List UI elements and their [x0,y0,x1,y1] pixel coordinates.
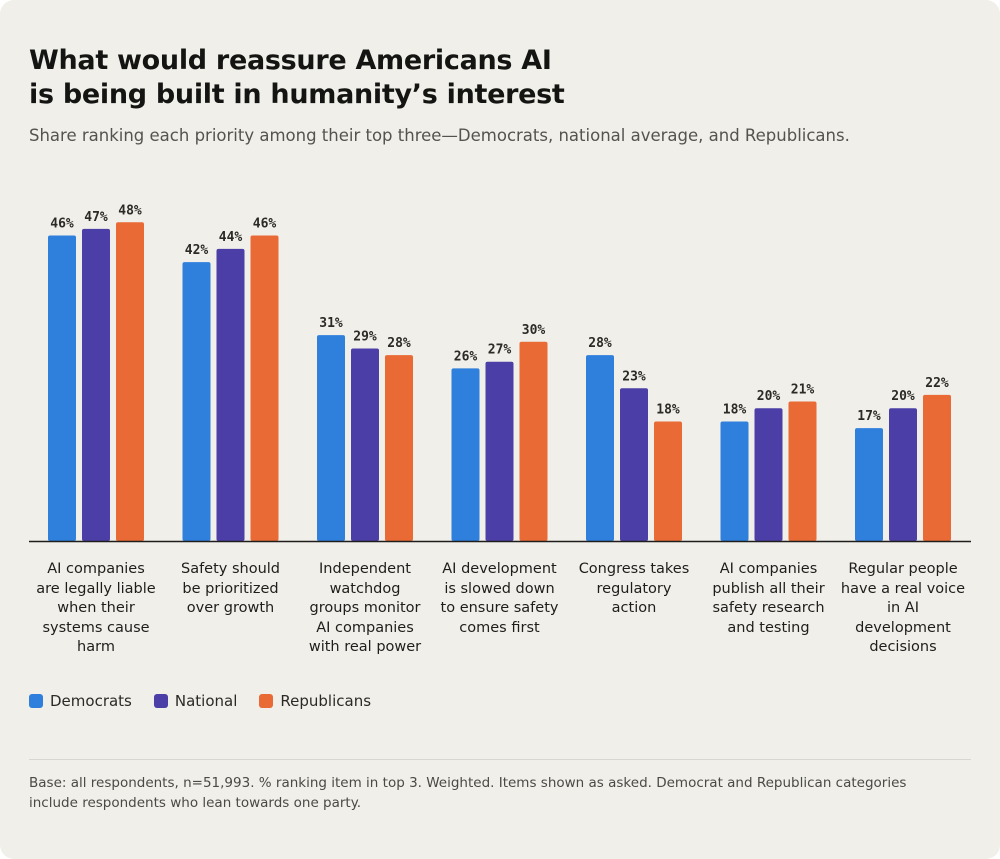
data-label-national-2: 29% [353,329,377,344]
chart-title: What would reassure Americans AI is bein… [29,44,729,112]
legend-swatch-democrats [29,694,43,708]
x-tick-label-1: Safety should be prioritized over growth [164,560,298,619]
x-tick-label-line: harm [77,639,115,655]
bar-republicans-5 [788,401,817,541]
x-tick-label-line: with real power [308,639,422,655]
x-tick-label-line: Congress takes [578,561,690,577]
x-tick-label-4: Congress takes regulatory action [567,560,701,619]
x-tick-label-line: AI companies [719,561,818,577]
data-label-republicans-6: 22% [925,376,949,391]
bar-national-0 [82,228,110,542]
data-label-national-4: 23% [622,369,646,384]
data-label-democrats-5: 18% [723,402,747,417]
x-tick-label-line: to ensure safety [440,600,559,616]
x-tick-label-3: AI development is slowed down to ensure sa… [433,560,567,638]
data-label-democrats-2: 31% [319,316,343,331]
legend-item-republicans: Republicans [259,692,371,710]
bar-republicans-0 [116,222,144,541]
bar-national-1 [216,248,245,541]
chart-title-line-1: What would reassure Americans AI [29,45,552,76]
data-label-democrats-0: 46% [50,217,74,232]
x-tick-label-line: comes first [459,619,540,636]
bar-democrats-4 [586,355,614,541]
x-tick-label-line: when their [57,600,135,616]
data-label-democrats-6: 17% [857,409,881,424]
x-tick-label-5: AI companies publish all their safety rese… [702,560,836,638]
legend: Democrats National Republicans [29,692,393,710]
data-label-democrats-3: 26% [454,349,478,364]
data-label-democrats-1: 42% [185,243,209,258]
x-tick-label-line: publish all their [712,580,825,597]
bar-republicans-3 [519,341,548,541]
legend-item-democrats: Democrats [29,692,132,710]
footnote-divider [29,759,971,760]
data-label-republicans-1: 46% [253,217,277,232]
bar-democrats-2 [317,335,345,541]
x-tick-label-line: safety research [712,600,825,616]
x-tick-label-line: is slowed down [444,580,555,597]
bar-democrats-1 [182,262,211,541]
bar-national-2 [351,348,379,541]
x-tick-label-line: development [855,619,951,636]
bar-republicans-4 [654,421,682,541]
data-label-national-1: 44% [219,230,243,245]
x-tick-label-line: decisions [869,639,937,655]
x-tick-label-0: AI companies are legally liable when their… [29,560,163,658]
bar-democrats-3 [451,368,480,541]
x-tick-label-line: Independent [319,561,411,577]
chart-subtitle: Share ranking each priority among their … [29,126,850,145]
legend-label-republicans: Republicans [280,692,372,710]
legend-swatch-national [153,694,168,708]
x-tick-label-line: regulatory [596,580,672,597]
footnote: Base: all respondents, n=51,993. % ranki… [29,775,907,811]
x-tick-label-line: in AI [886,600,920,616]
data-label-republicans-0: 48% [118,203,142,218]
data-label-national-6: 20% [891,389,915,404]
x-tick-label-line: systems cause [42,619,150,636]
x-tick-label-2: Independent watchdog groups monitor AI comp… [298,560,432,658]
x-tick-label-line: Regular people [848,561,958,577]
data-label-republicans-2: 28% [387,336,411,351]
data-label-national-5: 20% [757,389,781,404]
bar-republicans-1 [250,235,279,541]
data-label-national-0: 47% [84,210,108,225]
data-label-republicans-4: 18% [656,402,680,417]
x-tick-label-line: action [611,600,657,616]
bar-national-3 [485,361,514,541]
x-tick-label-line: AI development [442,561,557,577]
x-tick-label-line: watchdog [329,580,401,597]
legend-label-democrats: Democrats [50,692,132,710]
x-tick-label-line: AI companies [47,561,145,577]
chart-title-line-2: is being built in humanity’s interest [29,79,565,110]
x-tick-label-line: AI companies [316,619,414,636]
bar-democrats-5 [720,421,749,541]
bar-chart: 46% 47% 48% 42% 44% 46% 31% 29% 28% 26% 27% 30% 28% 2… [29,203,971,543]
x-tick-label-line: Safety should [180,561,281,577]
x-tick-label-line: groups monitor [309,600,421,616]
bar-national-4 [620,388,648,541]
data-label-republicans-3: 30% [522,323,546,338]
bar-republicans-2 [385,355,413,541]
legend-item-national: National [153,692,238,710]
x-tick-label-line: over growth [186,600,275,616]
bar-republicans-6 [923,394,951,541]
legend-swatch-republicans [259,694,274,708]
data-label-national-3: 27% [488,343,512,358]
x-tick-label-line: are legally liable [36,580,156,597]
x-tick-label-line: have a real voice [840,580,966,597]
data-label-democrats-4: 28% [588,336,612,351]
x-tick-label-line: and testing [727,619,810,636]
bar-democrats-6 [855,428,883,541]
x-tick-label-6: Regular people have a real voice in AI deve… [836,560,970,658]
x-tick-label-line: be prioritized [182,580,279,597]
data-label-republicans-5: 21% [791,383,815,398]
bar-national-6 [889,408,917,541]
legend-label-national: National [174,692,238,710]
bar-democrats-0 [48,235,76,541]
bar-national-5 [754,408,783,541]
